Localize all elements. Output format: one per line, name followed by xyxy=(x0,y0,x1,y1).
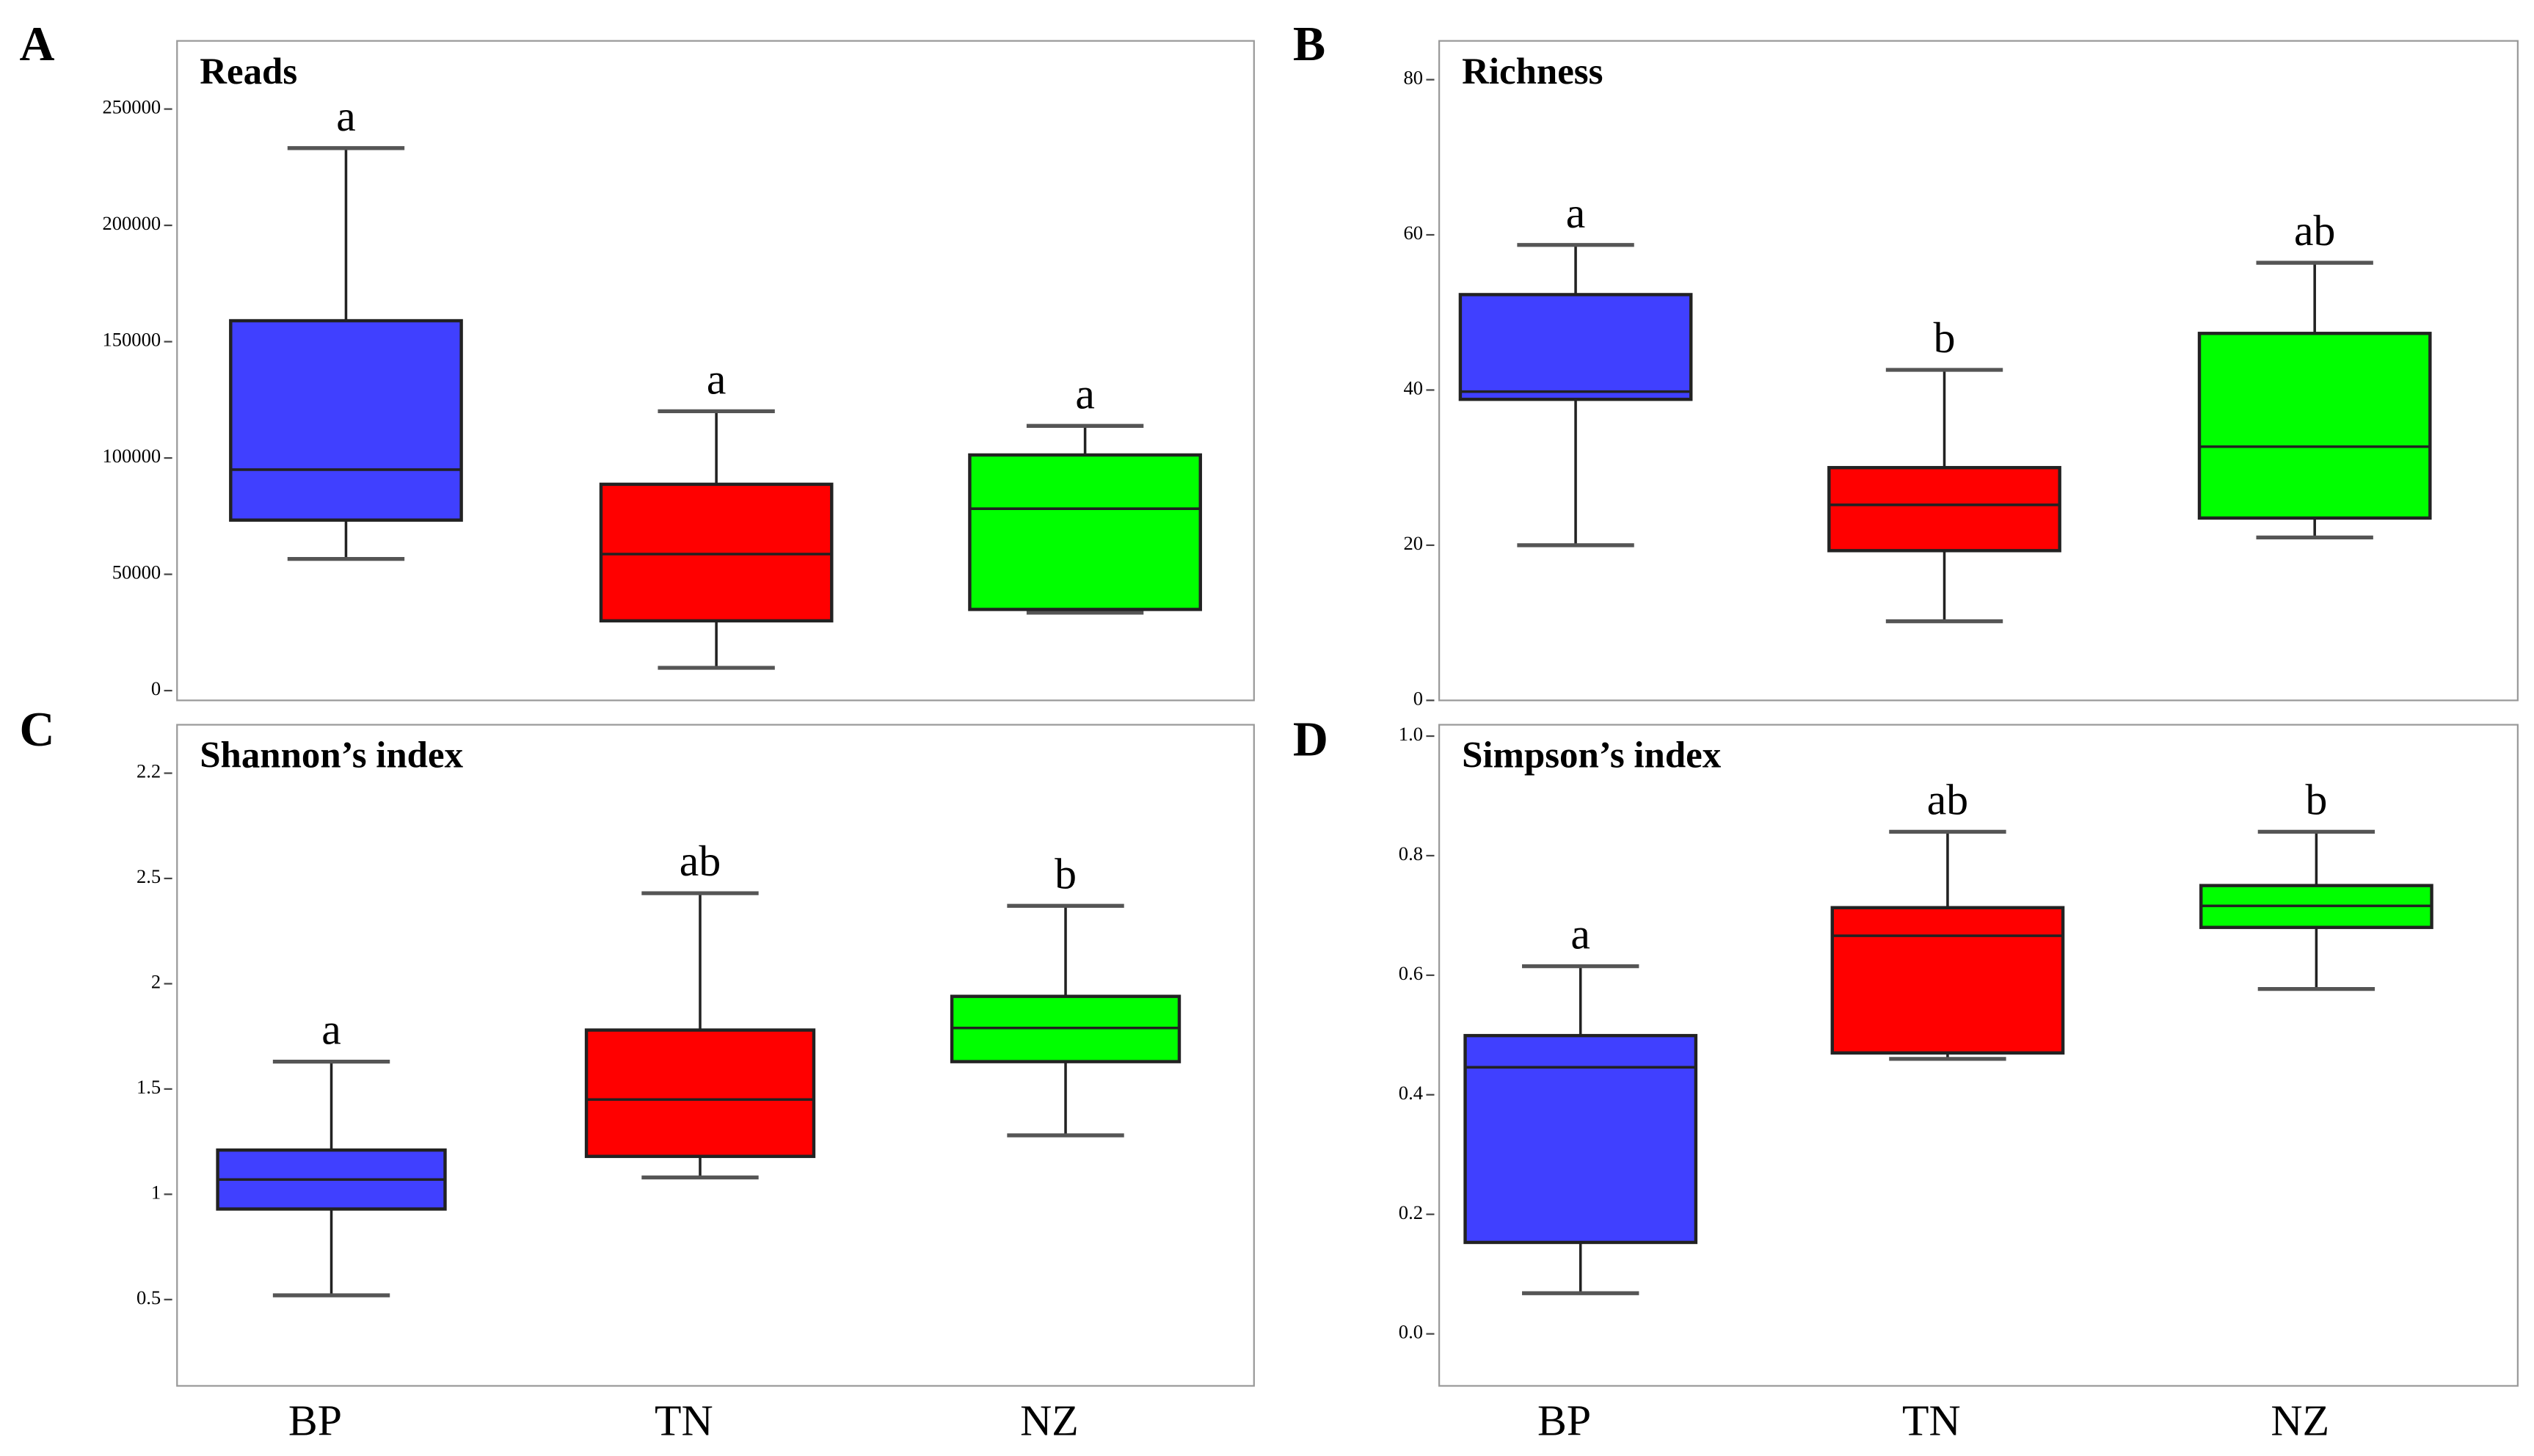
y-tick-label: 200000 xyxy=(102,212,161,234)
y-tick-label: 1 xyxy=(151,1181,161,1203)
panel-frame xyxy=(1438,724,2519,1387)
y-tick-label: 2.2 xyxy=(136,760,161,782)
box xyxy=(584,1028,816,1158)
box xyxy=(1458,293,1693,401)
y-tick-label: 0 xyxy=(151,677,161,699)
panel-letter: D xyxy=(1293,713,1328,766)
y-tick-label: 2.5 xyxy=(136,865,161,887)
significance-label: a xyxy=(336,92,356,140)
significance-label: a xyxy=(1075,369,1095,418)
y-tick-label: 0.5 xyxy=(136,1286,161,1308)
x-tick-label: BP xyxy=(1537,1396,1591,1444)
significance-label: b xyxy=(1055,849,1077,898)
significance-label: a xyxy=(321,1005,341,1054)
y-tick-label: 0.2 xyxy=(1399,1201,1423,1223)
y-tick-label: 60 xyxy=(1403,222,1423,244)
y-tick-label: 150000 xyxy=(102,329,161,351)
box xyxy=(2197,332,2432,520)
box xyxy=(599,482,834,623)
y-tick-label: 0.6 xyxy=(1399,962,1423,984)
y-tick-label: 50000 xyxy=(112,561,161,583)
panel-title: Shannon’s index xyxy=(200,735,463,776)
panel-letter: A xyxy=(20,18,55,71)
y-tick-label: 1.0 xyxy=(1399,723,1423,745)
panel-title: Simpson’s index xyxy=(1462,735,1722,776)
x-tick-label: NZ xyxy=(1020,1396,1079,1444)
y-tick-label: 1.5 xyxy=(136,1076,161,1098)
significance-label: b xyxy=(1934,313,1956,362)
significance-label: a xyxy=(1566,189,1586,237)
significance-label: ab xyxy=(2294,206,2335,255)
panel-title: Reads xyxy=(200,51,297,92)
significance-label: a xyxy=(1570,910,1590,958)
panel-title: Richness xyxy=(1462,51,1603,92)
panel-frame xyxy=(176,724,1255,1387)
y-tick-label: 100000 xyxy=(102,445,161,467)
x-tick-label: TN xyxy=(655,1396,713,1444)
y-tick-label: 0.4 xyxy=(1399,1082,1423,1104)
significance-label: a xyxy=(707,354,727,403)
significance-label: b xyxy=(2305,775,2327,823)
x-tick-label: TN xyxy=(1902,1396,1961,1444)
y-tick-label: 2 xyxy=(151,971,161,993)
panel-letter: C xyxy=(20,703,55,757)
x-tick-label: BP xyxy=(288,1396,342,1444)
box xyxy=(1830,906,2065,1055)
y-tick-label: 20 xyxy=(1403,532,1423,554)
significance-label: ab xyxy=(1927,775,1968,823)
box xyxy=(968,453,1202,611)
panel-frame xyxy=(1438,40,2519,702)
y-tick-label: 0 xyxy=(1413,687,1423,709)
x-tick-label: NZ xyxy=(2271,1396,2329,1444)
y-tick-label: 0.0 xyxy=(1399,1321,1423,1343)
panel-frame xyxy=(176,40,1255,702)
y-tick-label: 0.8 xyxy=(1399,842,1423,864)
y-tick-label: 250000 xyxy=(102,96,161,118)
y-tick-label: 80 xyxy=(1403,67,1423,89)
box xyxy=(229,318,463,522)
box xyxy=(1827,465,2061,553)
panel-letter: B xyxy=(1293,18,1325,71)
box xyxy=(1463,1033,1698,1245)
y-tick-label: 40 xyxy=(1403,377,1423,399)
significance-label: ab xyxy=(680,837,721,885)
